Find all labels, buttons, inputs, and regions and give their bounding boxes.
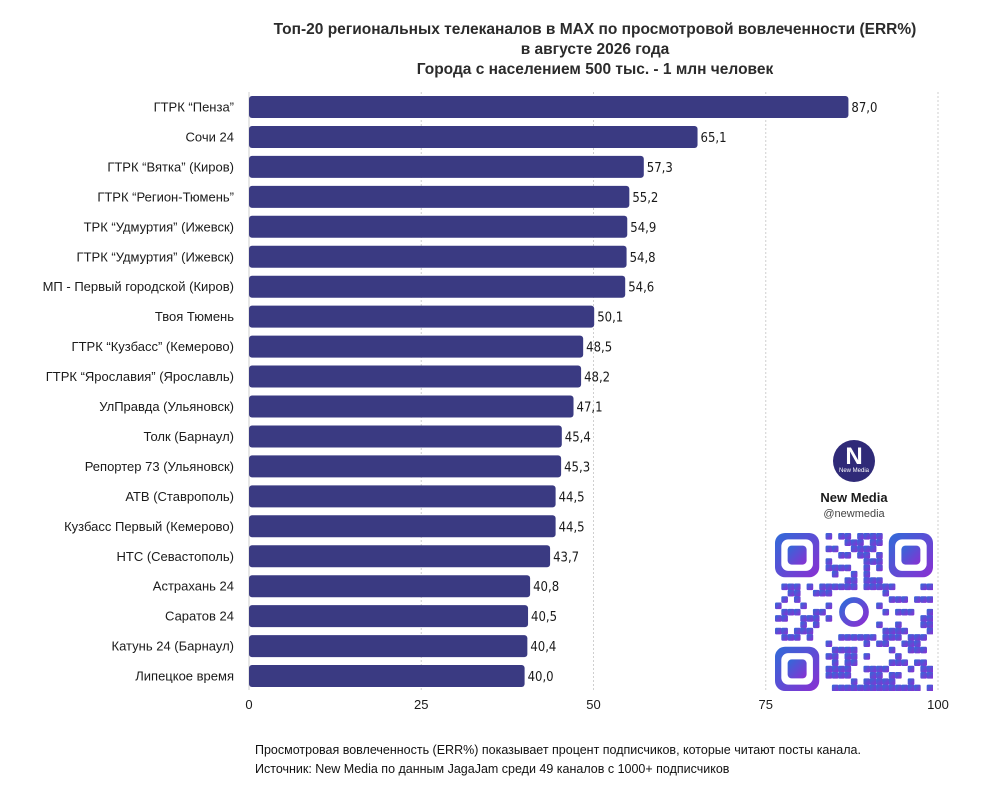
category-label: Астрахань 24: [153, 579, 234, 594]
bar: [249, 185, 630, 208]
category-label: УлПравда (Ульяновск): [99, 399, 234, 414]
bar: [249, 455, 562, 478]
category-label: МП - Первый городской (Киров): [43, 279, 234, 294]
x-tick-label: 100: [927, 697, 949, 712]
bar: [249, 365, 582, 388]
value-label: 54,9: [630, 221, 656, 236]
category-label: Твоя Тюмень: [155, 309, 234, 324]
category-label: ГТРК “Вятка” (Киров): [107, 159, 234, 174]
value-label: 48,2: [584, 371, 610, 386]
category-label: АТВ (Ставрополь): [125, 489, 234, 504]
bar: [249, 575, 531, 598]
value-label: 57,3: [647, 161, 673, 176]
category-label: Сочи 24: [186, 129, 234, 144]
category-label: ТРК “Удмуртия” (Ижевск): [84, 219, 234, 234]
bar: [249, 425, 562, 448]
chart-title: Топ-20 региональных телеканалов в MAX по…: [273, 21, 917, 38]
category-label: ГТРК “Кузбасс” (Кемерово): [72, 339, 234, 354]
footnote-source: Источник: New Media по данным JagaJam ср…: [255, 762, 730, 776]
chart-subtitle-population: Города с населением 500 тыс. - 1 млн чел…: [416, 61, 774, 78]
bar: [249, 665, 525, 688]
value-label: 45,3: [564, 460, 590, 475]
bar: [249, 395, 574, 418]
value-label: 40,4: [530, 640, 556, 655]
x-tick-label: 0: [245, 697, 252, 712]
x-tick-label: 50: [586, 697, 600, 712]
category-label: Липецкое время: [135, 669, 234, 684]
value-label: 40,8: [533, 580, 559, 595]
footnote-definition: Просмотровая вовлеченность (ERR%) показы…: [255, 743, 861, 757]
value-label: 54,8: [630, 251, 656, 266]
brand-name: New Media: [820, 490, 888, 505]
category-label: НТС (Севастополь): [117, 549, 234, 564]
bar-chart: 0 25 50 75 100 ГТРК “Пенза” 87,0 Сочи 24 65,1 ГТР…: [43, 92, 949, 712]
value-label: 44,5: [559, 490, 585, 505]
category-label: ГТРК “Регион-Тюмень”: [97, 189, 234, 204]
footnote: Просмотровая вовлеченность (ERR%) показы…: [255, 741, 861, 779]
value-label: 45,4: [565, 430, 591, 445]
value-label: 40,5: [531, 610, 557, 625]
x-tick-label: 25: [414, 697, 428, 712]
bar: [249, 215, 628, 238]
bar: [249, 635, 528, 658]
value-label: 43,7: [553, 550, 579, 565]
value-label: 44,5: [559, 520, 585, 535]
value-label: 55,2: [632, 191, 658, 206]
category-label: Кузбасс Первый (Кемерово): [64, 519, 234, 534]
category-label: Репортер 73 (Ульяновск): [85, 459, 234, 474]
value-label: 48,5: [586, 341, 612, 356]
bar: [249, 305, 595, 328]
bar: [249, 515, 556, 538]
bar: [249, 545, 551, 568]
chart-subtitle-period: в августе 2026 года: [520, 41, 670, 58]
category-label: ГТРК “Ярославия” (Ярославль): [46, 369, 234, 384]
value-label: 54,6: [628, 281, 654, 296]
bar: [249, 335, 584, 358]
category-label: Толк (Барнаул): [144, 429, 234, 444]
brand-handle: @newmedia: [823, 508, 885, 520]
brand-block: N New Media New Media @newmedia: [775, 440, 933, 520]
category-label: Катунь 24 (Барнаул): [112, 639, 234, 654]
value-label: 50,1: [597, 311, 623, 326]
value-label: 87,0: [851, 101, 877, 116]
bar: [249, 155, 644, 178]
value-label: 40,0: [528, 670, 554, 685]
bar: [249, 275, 626, 298]
bar: [249, 485, 556, 508]
x-tick-label: 75: [759, 697, 773, 712]
bar: [249, 245, 627, 268]
new-media-logo-icon: N New Media: [833, 440, 875, 482]
category-label: ГТРК “Удмуртия” (Ижевск): [77, 249, 234, 264]
value-label: 65,1: [701, 131, 727, 146]
value-label: 47,1: [577, 401, 603, 416]
bar: [249, 605, 529, 628]
bar: [249, 125, 698, 148]
category-label: Саратов 24: [165, 609, 234, 624]
qr-code-icon[interactable]: [775, 533, 933, 691]
category-label: ГТРК “Пенза”: [154, 100, 234, 115]
bar: [249, 96, 849, 118]
